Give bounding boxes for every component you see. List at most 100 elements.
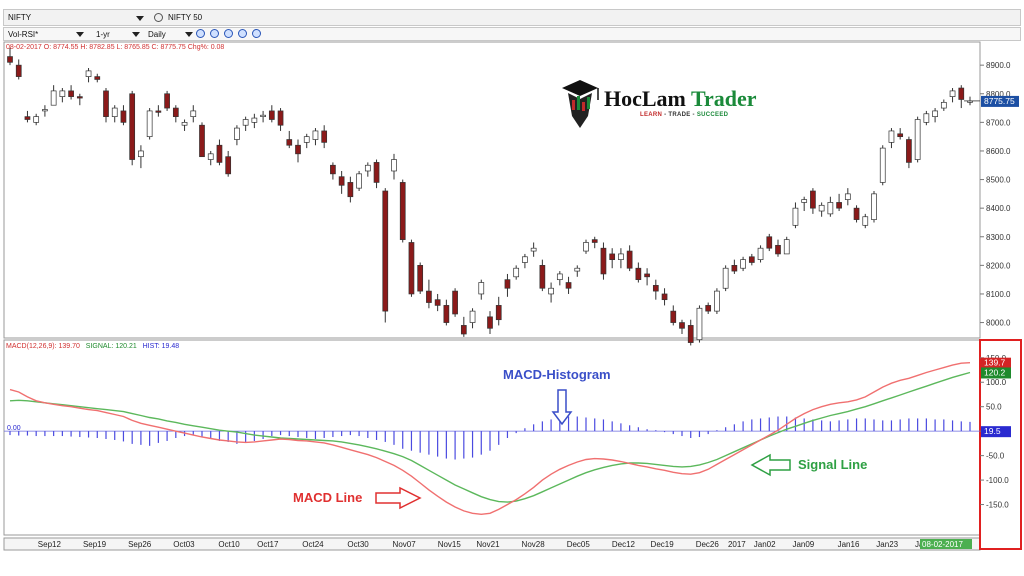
indicator-select[interactable]: Vol-RSI* — [8, 30, 39, 39]
macd-axis-highlight-box — [979, 339, 1022, 550]
candle-body — [757, 247, 764, 260]
candle-body — [714, 290, 720, 312]
price-tick-label: 8500.0 — [986, 176, 1011, 185]
candle-body — [7, 56, 13, 63]
candle — [434, 293, 441, 312]
candle — [652, 279, 659, 300]
candle-body — [844, 193, 851, 200]
candle-body — [740, 259, 746, 269]
zoom-in-icon[interactable] — [196, 29, 205, 38]
candle — [661, 288, 668, 306]
candle-body — [556, 273, 563, 281]
time-tick-label: Jan02 — [754, 540, 776, 549]
interval-dropdown-arrow-icon[interactable] — [185, 32, 193, 37]
period-dropdown-arrow-icon[interactable] — [132, 32, 140, 37]
signal-last-label: 120.2 — [984, 367, 1006, 377]
candle-body — [443, 305, 450, 323]
candle-body — [225, 156, 232, 175]
candle — [242, 116, 249, 131]
mortarboard-candles-icon — [562, 80, 599, 128]
symbol-dropdown-arrow-icon[interactable] — [136, 16, 144, 21]
candle-body — [172, 107, 179, 117]
candle-body — [76, 96, 83, 99]
candle-body — [487, 316, 493, 329]
candle — [827, 196, 834, 217]
candle — [818, 202, 825, 217]
candle-body — [277, 110, 284, 126]
candle — [50, 85, 57, 106]
candle-body — [879, 147, 886, 183]
candle — [321, 125, 328, 149]
candle-body — [836, 202, 842, 209]
price-tick-label: 8000.0 — [986, 319, 1011, 328]
price-tick-label: 8700.0 — [986, 118, 1011, 127]
candle — [172, 105, 179, 123]
candle-body — [626, 250, 633, 269]
candle — [303, 133, 310, 149]
candle — [85, 68, 92, 83]
candle-body — [652, 285, 659, 292]
candle-body — [434, 299, 441, 306]
candle-body — [251, 117, 258, 123]
time-tick-label: Oct17 — [257, 540, 279, 549]
candle — [408, 239, 415, 297]
zoom-fit-icon[interactable] — [224, 29, 233, 38]
candle — [897, 128, 904, 140]
candle — [94, 73, 101, 83]
candle — [443, 299, 450, 326]
macd-tick-label: -50.0 — [986, 452, 1005, 461]
hist-value-text: HIST: 19.48 — [142, 343, 180, 350]
logo-name-hoclam: HocLam — [604, 86, 686, 111]
candle-body — [530, 247, 537, 252]
candle — [338, 170, 345, 194]
candle — [679, 319, 685, 334]
candle-body — [364, 164, 371, 172]
candle — [277, 108, 284, 131]
candle-body — [810, 190, 816, 209]
candle-body — [138, 150, 144, 158]
candle — [120, 105, 127, 126]
candle — [705, 302, 712, 314]
candle — [740, 256, 746, 272]
zoom-window-icon[interactable] — [252, 29, 261, 38]
logo-tag-sep-1: - — [662, 112, 669, 118]
candle — [548, 282, 554, 303]
candle-body — [513, 267, 520, 278]
search-icon[interactable] — [154, 13, 163, 22]
candle — [670, 305, 677, 326]
candle-body — [33, 116, 40, 123]
candle-body — [958, 87, 965, 100]
zoom-reset-icon[interactable] — [238, 29, 247, 38]
symbol-select[interactable]: NIFTY — [8, 13, 32, 22]
candle-body — [286, 139, 293, 146]
logo-name-trader: Trader — [691, 86, 757, 111]
candle-body — [722, 267, 729, 289]
candle — [495, 296, 502, 326]
time-tick-label: Oct03 — [173, 540, 195, 549]
indicator-dropdown-arrow-icon[interactable] — [76, 32, 84, 37]
period-select[interactable]: 1-yr — [96, 30, 110, 39]
candle — [199, 122, 205, 158]
price-tick-label: 8100.0 — [986, 290, 1011, 299]
candle-body — [260, 114, 266, 117]
interval-select[interactable]: Daily — [148, 30, 166, 39]
candle-body — [906, 139, 912, 163]
candle-body — [129, 93, 136, 160]
price-info-readout: 08-02-2017 O: 8774.55 H: 8782.85 L: 8765… — [6, 44, 225, 51]
candle — [59, 88, 66, 103]
candle — [949, 88, 956, 103]
last-price-badge — [981, 95, 1019, 107]
candle-body — [42, 109, 48, 112]
candle-body — [312, 130, 319, 140]
macd-arrow-icon — [375, 486, 422, 510]
last-price-label: 8775.75 — [984, 96, 1015, 106]
candle — [207, 150, 214, 166]
candle-body — [871, 193, 877, 220]
time-tick-label: 08-02-2017 — [922, 540, 963, 549]
zoom-out-icon[interactable] — [210, 29, 219, 38]
candle — [469, 308, 476, 329]
time-tick-label: Sep26 — [128, 540, 152, 549]
candle-body — [775, 244, 781, 255]
candle — [260, 110, 266, 123]
candle-body — [862, 216, 869, 226]
